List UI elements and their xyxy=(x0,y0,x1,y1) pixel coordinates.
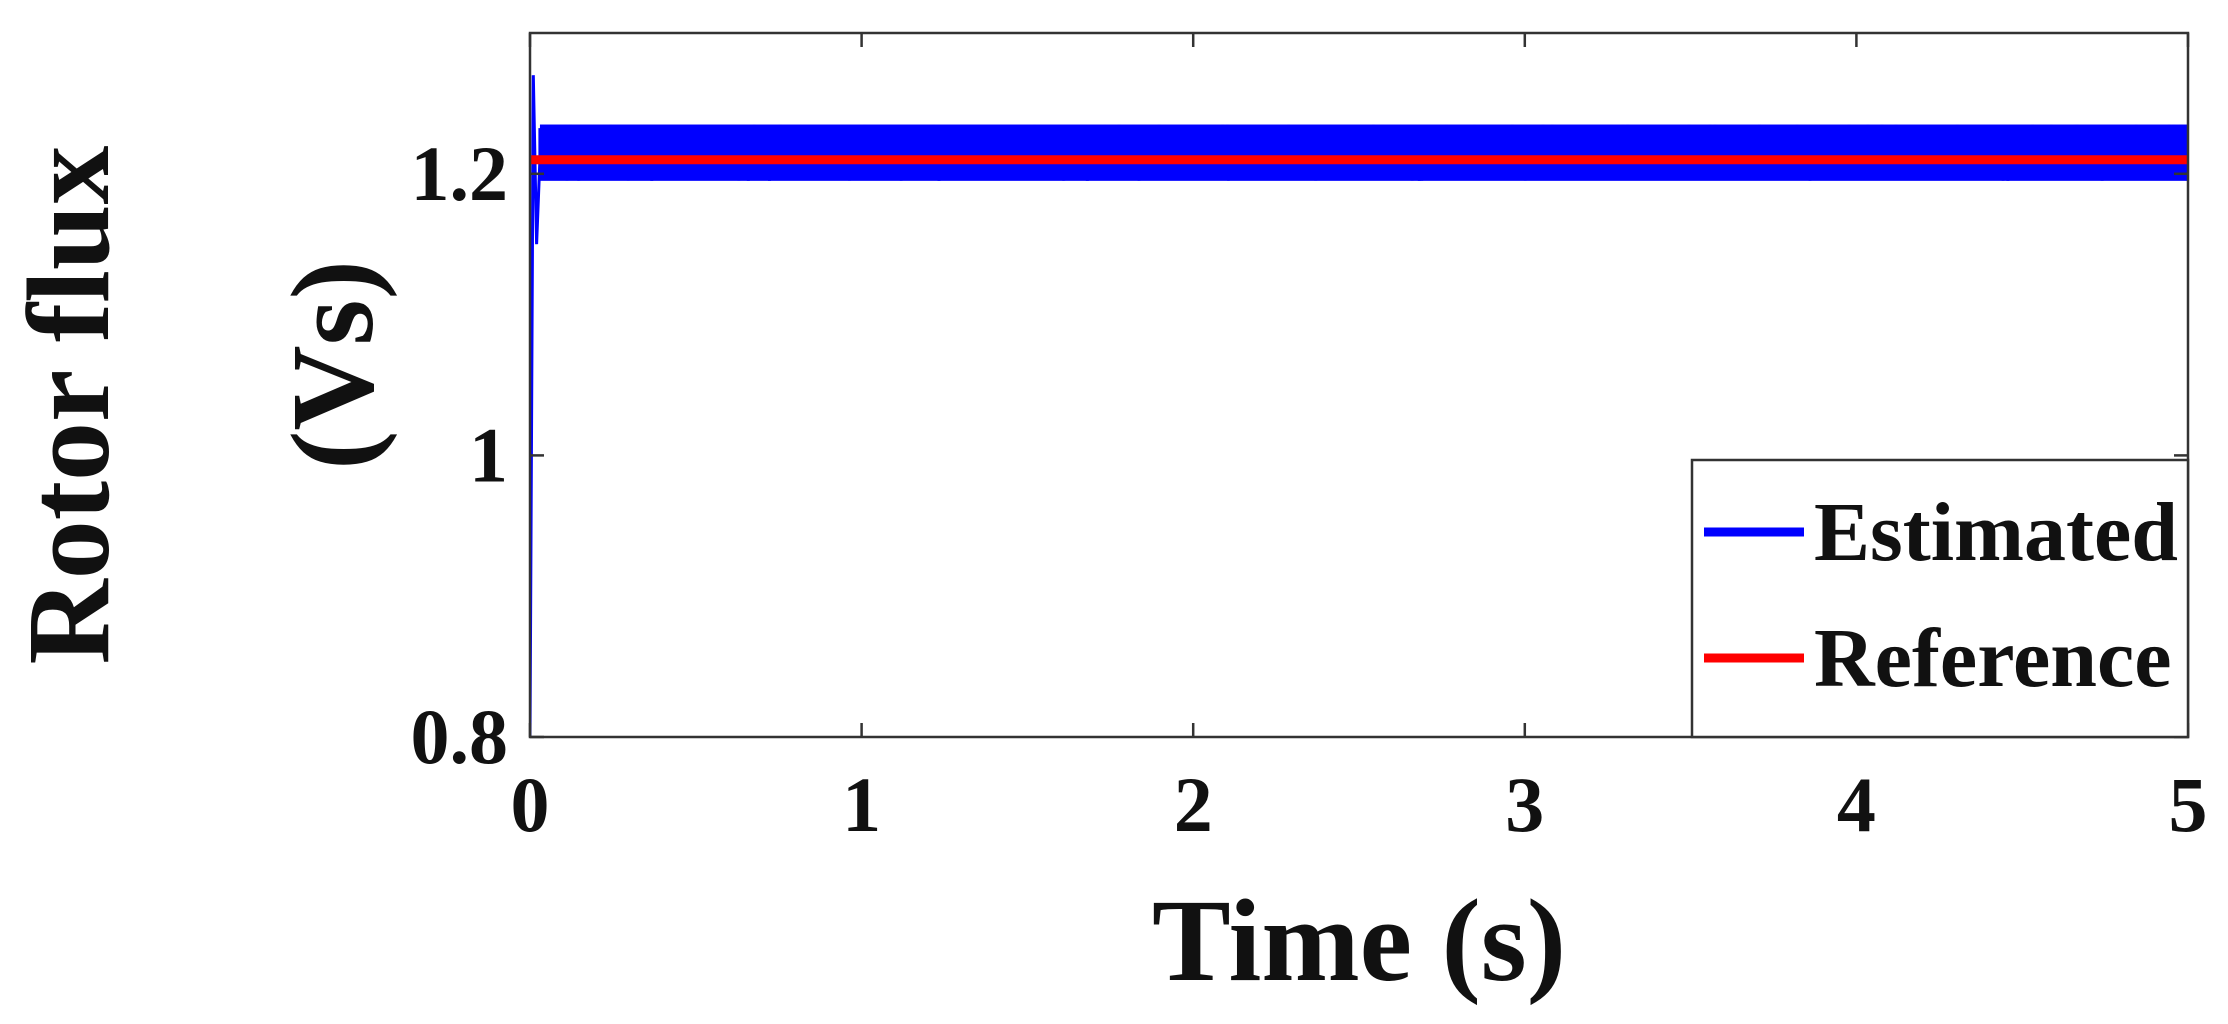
plot-frame xyxy=(528,31,2190,739)
x-tick-label: 2 xyxy=(1174,761,1213,848)
x-tick-label: 4 xyxy=(1837,761,1876,848)
x-tick-label: 0 xyxy=(511,761,550,848)
x-axis-title: Time (s) xyxy=(1152,875,1566,1006)
y-tick-label: 1 xyxy=(469,411,508,498)
y-tick-label: 0.8 xyxy=(411,693,509,780)
y-axis-title-line-2: (Vs) xyxy=(267,260,398,470)
x-tick-label: 3 xyxy=(1505,761,1544,848)
legend-box xyxy=(1690,458,2190,739)
legend-label-estimated: Estimated xyxy=(1814,486,2178,579)
x-tick-label: 1 xyxy=(842,761,881,848)
legend-label-reference: Reference xyxy=(1814,612,2172,705)
y-axis-title-line-1: Rotor flux xyxy=(3,146,134,665)
series-estimated-band xyxy=(539,124,2188,181)
x-tick-label: 5 xyxy=(2169,761,2208,848)
y-tick-label: 1.2 xyxy=(411,130,509,217)
